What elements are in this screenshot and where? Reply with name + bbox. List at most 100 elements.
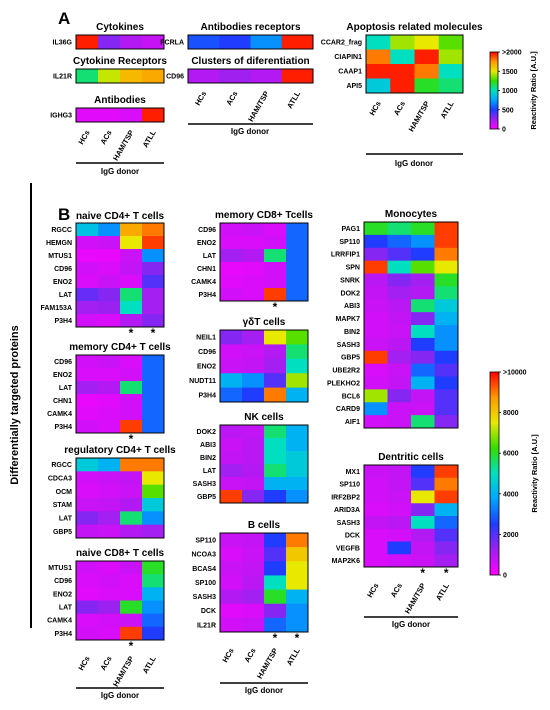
heatmap-cell xyxy=(366,64,391,79)
heatmap-cell xyxy=(220,288,243,302)
heatmap-cell xyxy=(242,249,265,263)
heatmap-cell xyxy=(120,275,143,289)
heatmap-cell xyxy=(411,234,435,249)
heatmap-cell xyxy=(120,288,143,302)
heatmap-cell xyxy=(387,260,412,274)
category-label: HCs xyxy=(368,100,383,118)
colorbar-tick-label: 6000 xyxy=(503,451,519,458)
heatmap-cell xyxy=(242,547,265,562)
heatmap-cell xyxy=(142,394,165,408)
heatmap-cell xyxy=(98,394,121,408)
heatmap-cell xyxy=(366,35,391,50)
heatmap-cell xyxy=(76,613,99,628)
heatmap-cell xyxy=(98,484,121,499)
heatmap-cell xyxy=(142,262,165,276)
heatmap-cell xyxy=(286,387,309,403)
row-label: DOK2 xyxy=(197,429,217,436)
heatmap-cell xyxy=(220,575,243,590)
panel-label-b: B xyxy=(58,205,70,224)
heatmap-cell xyxy=(438,35,464,50)
heatmap-cell xyxy=(76,314,99,328)
heatmap-title: Antibodies xyxy=(94,95,146,106)
heatmap-cell xyxy=(411,273,435,287)
colorbar-tick-label: >10000 xyxy=(503,370,527,377)
category-label: ACs xyxy=(242,647,257,665)
heatmap-cell xyxy=(142,355,165,369)
heatmap-cell xyxy=(411,541,435,555)
heatmap-cell xyxy=(120,484,143,499)
heatmap-cell xyxy=(264,262,287,276)
colorbar-label: Reactivity Ratio [A.U.] xyxy=(530,434,539,513)
heatmap-cell xyxy=(220,561,243,576)
heatmap-cell xyxy=(220,464,243,478)
heatmap-cell xyxy=(387,465,412,479)
category-label: HCs xyxy=(76,129,91,147)
heatmap-panel: regulatory CD4+ T cells RGCC CDCA3 OCM STAM L… xyxy=(48,445,176,539)
heatmap-title: B cells xyxy=(248,520,281,531)
row-label: ENO2 xyxy=(53,372,72,379)
heatmap-cell xyxy=(76,587,99,601)
heatmap-cell xyxy=(220,223,243,237)
heatmap-cell xyxy=(364,222,388,236)
heatmap-cell xyxy=(286,262,309,276)
heatmap-cell xyxy=(264,236,287,250)
category-label: ACs xyxy=(98,655,113,673)
row-label: MTUS1 xyxy=(48,253,72,260)
row-label: LAT xyxy=(203,468,217,475)
heatmap-title: Cytokines xyxy=(96,22,144,33)
heatmap-cell xyxy=(76,626,99,641)
heatmap-cell xyxy=(286,438,309,452)
category-label: HAM/TSP xyxy=(407,100,432,134)
heatmap-cell xyxy=(142,368,165,382)
heatmap-cell xyxy=(264,344,287,360)
heatmap-cell xyxy=(434,528,459,542)
significance-star: * xyxy=(129,639,134,653)
significance-star: * xyxy=(129,432,134,446)
category-label: HCs xyxy=(220,647,235,665)
category-label: ACs xyxy=(389,582,404,600)
row-label: CD96 xyxy=(198,349,216,356)
row-label: CD96 xyxy=(166,73,184,80)
row-label: MTUS1 xyxy=(48,565,72,572)
heatmap-cell xyxy=(434,273,459,287)
colorbar: >2000 1500 1000 500 0 Reactivity Ratio [A.U.] xyxy=(489,50,538,134)
heatmap-title: memory CD4+ T cells xyxy=(69,342,171,353)
heatmap-cell xyxy=(220,589,243,605)
heatmap-cell xyxy=(76,524,99,539)
row-label: CDCA3 xyxy=(48,475,72,482)
heatmap-cell xyxy=(242,387,265,403)
row-label: SASH3 xyxy=(193,594,216,601)
heatmap-cell xyxy=(364,376,388,390)
axis-label: IgG donor xyxy=(101,691,139,700)
heatmap-cell xyxy=(76,471,99,486)
heatmap-title: Antibodies receptors xyxy=(200,22,300,33)
colorbar-tick-label: 1000 xyxy=(502,88,518,95)
heatmap-cell xyxy=(364,286,388,300)
heatmap-cell xyxy=(411,554,435,568)
heatmap-cell xyxy=(220,262,243,276)
heatmap-border xyxy=(75,107,165,123)
row-label: BIN2 xyxy=(344,329,360,336)
heatmap-cell xyxy=(120,314,143,328)
heatmap-cell xyxy=(411,299,435,313)
heatmap-cell xyxy=(286,575,309,590)
heatmap-cell xyxy=(98,407,121,421)
row-label: GBP5 xyxy=(197,494,216,501)
heatmap-cell xyxy=(76,236,99,250)
heatmap-cell xyxy=(242,617,265,633)
heatmap-cell xyxy=(142,587,165,601)
heatmap-cell xyxy=(76,574,99,588)
heatmap-cell xyxy=(220,358,243,374)
heatmap-cell xyxy=(220,236,243,250)
significance-star: * xyxy=(273,300,278,314)
row-label: NCOA3 xyxy=(191,552,216,559)
heatmap-cell xyxy=(98,420,121,434)
row-label: SASH3 xyxy=(337,342,360,349)
heatmap-cell xyxy=(434,415,459,429)
heatmap-cell xyxy=(76,262,99,276)
heatmap-cell xyxy=(411,260,435,274)
heatmap-cell xyxy=(76,108,99,123)
heatmap-cell xyxy=(142,69,165,84)
heatmap-cell xyxy=(98,249,121,263)
row-label: ENO2 xyxy=(53,279,72,286)
